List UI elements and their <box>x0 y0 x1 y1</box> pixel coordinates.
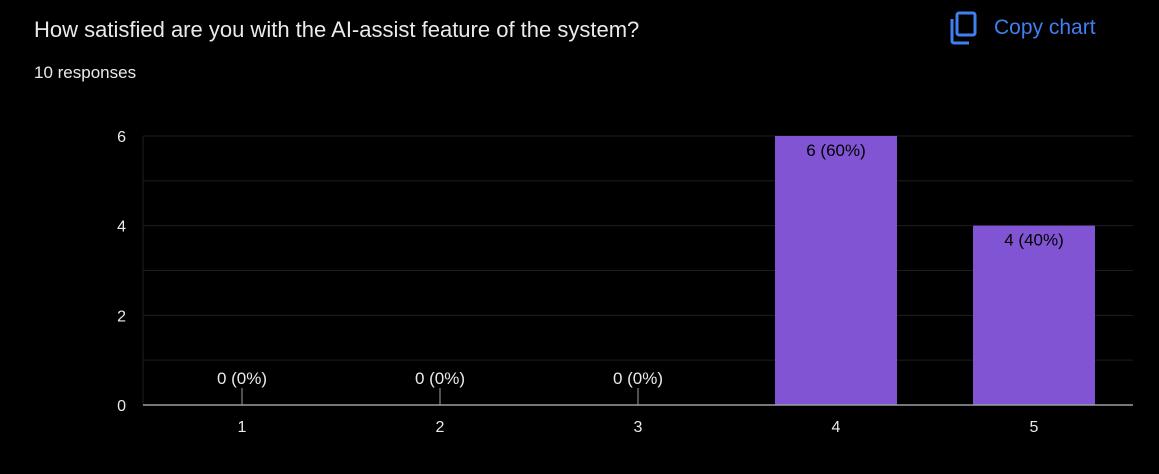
data-label: 4 (40%) <box>1004 231 1064 250</box>
bar <box>973 225 1095 405</box>
y-tick-label: 2 <box>117 308 126 325</box>
x-tick-label: 5 <box>1030 419 1039 436</box>
copy-chart-label: Copy chart <box>994 16 1096 39</box>
y-tick-label: 0 <box>117 398 126 415</box>
bar <box>775 136 897 405</box>
y-tick-label: 6 <box>117 129 126 146</box>
x-tick-label: 1 <box>238 419 247 436</box>
data-label: 0 (0%) <box>217 369 267 388</box>
y-tick-label: 4 <box>117 219 126 236</box>
x-tick-label: 3 <box>634 419 643 436</box>
response-count: 10 responses <box>34 63 137 82</box>
data-label: 0 (0%) <box>415 369 465 388</box>
x-tick-label: 4 <box>832 419 841 436</box>
x-tick-label: 2 <box>436 419 445 436</box>
data-label: 0 (0%) <box>613 369 663 388</box>
copy-icon <box>948 11 978 45</box>
copy-chart-button[interactable]: Copy chart <box>948 10 1096 46</box>
question-title: How satisfied are you with the AI-assist… <box>34 17 640 42</box>
data-label: 6 (60%) <box>806 141 866 160</box>
